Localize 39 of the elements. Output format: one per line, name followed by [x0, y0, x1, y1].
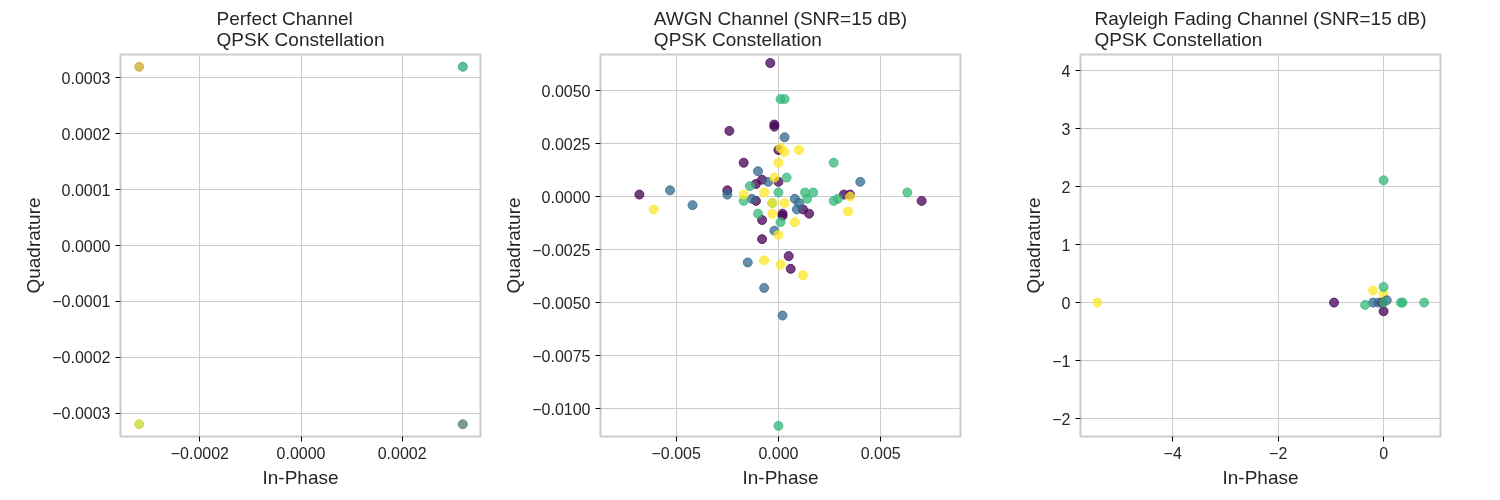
y-tick-label: −0.0002: [52, 349, 111, 367]
x-axis-title: In-Phase: [742, 466, 819, 488]
y-axis-title: Quadrature: [503, 197, 525, 294]
y-tick-label: 1: [1061, 236, 1071, 254]
chart-title: Perfect Channel QPSK Constellation: [216, 7, 385, 50]
y-tick-label: −2: [1052, 410, 1071, 428]
x-tick-label: 0.0002: [377, 444, 427, 462]
y-tick-label: −0.0100: [532, 400, 591, 418]
chart-title: AWGN Channel (SNR=15 dB) QPSK Constellation: [653, 7, 908, 50]
y-tick-label: −0.0075: [532, 347, 591, 365]
x-tick-label: 0.000: [758, 444, 799, 462]
x-tick-label: −0.0002: [170, 444, 230, 462]
chart-title: Rayleigh Fading Channel (SNR=15 dB) QPSK Constellation: [1094, 7, 1427, 50]
x-axis-title: In-Phase: [262, 466, 339, 488]
y-tick-label: 0.0002: [61, 125, 111, 143]
x-tick-label: 0.0000: [276, 444, 326, 462]
y-tick-label: 0.0000: [61, 237, 111, 255]
y-tick-label: −0.0025: [532, 241, 591, 259]
y-tick-label: −0.0003: [52, 405, 111, 423]
y-axis-title: Quadrature: [23, 197, 45, 294]
y-tick-label: 0.0003: [61, 69, 111, 87]
y-tick-label: −0.0001: [52, 293, 111, 311]
y-tick-label: 0.0001: [61, 181, 111, 199]
y-axis-title: Quadrature: [1023, 197, 1045, 294]
y-tick-label: 4: [1061, 62, 1071, 80]
x-tick-label: 0.005: [860, 444, 901, 462]
y-tick-label: −1: [1052, 352, 1071, 370]
y-tick-label: −0.0050: [532, 294, 591, 312]
x-tick-label: −0.005: [651, 444, 701, 462]
y-tick-label: 0.0000: [541, 188, 591, 206]
x-tick-label: −2: [1269, 444, 1288, 462]
x-tick-label: 0: [1379, 444, 1389, 462]
y-tick-label: 3: [1061, 120, 1071, 138]
y-tick-label: 0.0025: [541, 135, 591, 153]
y-tick-label: 2: [1061, 178, 1071, 196]
y-tick-label: 0.0050: [541, 82, 591, 100]
x-axis-title: In-Phase: [1222, 466, 1299, 488]
x-tick-label: −4: [1163, 444, 1182, 462]
y-tick-label: 0: [1061, 294, 1071, 312]
